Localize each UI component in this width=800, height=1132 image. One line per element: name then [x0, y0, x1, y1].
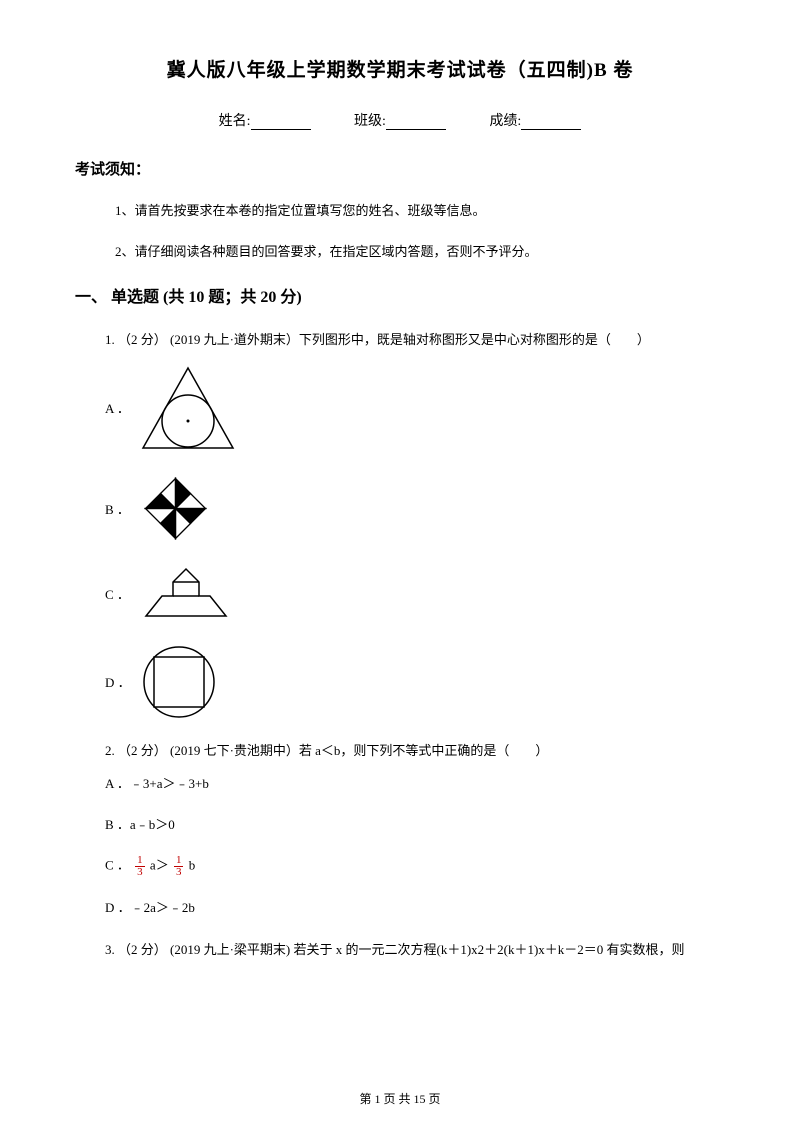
question-2: 2. （2 分） (2019 七下·贵池期中）若 a＜b，则下列不等式中正确的是…: [105, 740, 725, 762]
page-title: 冀人版八年级上学期数学期末考试试卷（五四制)B 卷: [75, 55, 725, 82]
q2-c-mid: a＞: [150, 858, 172, 873]
score-blank[interactable]: [521, 116, 581, 130]
score-label: 成绩:: [489, 110, 521, 130]
fraction-1-3-a: 13: [135, 855, 145, 878]
page-footer: 第 1 页 共 15 页: [0, 1090, 800, 1107]
q1-option-b: B ．: [105, 471, 725, 546]
question-1: 1. （2 分） (2019 九上·道外期末）下列图形中，既是轴对称图形又是中心…: [105, 329, 725, 351]
triangle-circle-icon: [138, 363, 238, 453]
q2-option-c: C ． 13 a＞ 13 b: [105, 855, 725, 878]
class-label: 班级:: [354, 110, 386, 130]
name-blank[interactable]: [251, 116, 311, 130]
section-1-header: 一、 单选题 (共 10 题；共 20 分): [75, 283, 725, 307]
notice-header: 考试须知：: [75, 158, 725, 179]
q2-option-b: B ．a﹣b＞0: [105, 815, 725, 836]
info-line: 姓名: 班级: 成绩:: [75, 110, 725, 130]
square-in-circle-icon: [139, 642, 219, 722]
option-label-b: B ．: [105, 499, 130, 518]
fraction-1-3-b: 13: [174, 855, 184, 878]
q1-option-c: C ．: [105, 564, 725, 624]
q1-option-a: A ．: [105, 363, 725, 453]
q2-c-post: b: [189, 858, 196, 873]
pinwheel-icon: [138, 471, 213, 546]
q2-option-d: D ．﹣2a＞﹣2b: [105, 898, 725, 919]
question-3: 3. （2 分） (2019 九上·梁平期末) 若关于 x 的一元二次方程(k＋…: [105, 939, 725, 961]
name-label: 姓名:: [219, 110, 251, 130]
notice-item-1: 1、请首先按要求在本卷的指定位置填写您的姓名、班级等信息。: [115, 201, 725, 222]
q2-option-a: A ．﹣3+a＞﹣3+b: [105, 774, 725, 795]
option-label-a: A ．: [105, 398, 130, 417]
option-label-d: D ．: [105, 672, 131, 691]
boat-icon: [138, 564, 233, 624]
notice-item-2: 2、请仔细阅读各种题目的回答要求，在指定区域内答题，否则不予评分。: [115, 242, 725, 263]
q2-c-pre: C ．: [105, 858, 130, 873]
option-label-c: C ．: [105, 584, 130, 603]
q1-option-d: D ．: [105, 642, 725, 722]
class-blank[interactable]: [386, 116, 446, 130]
